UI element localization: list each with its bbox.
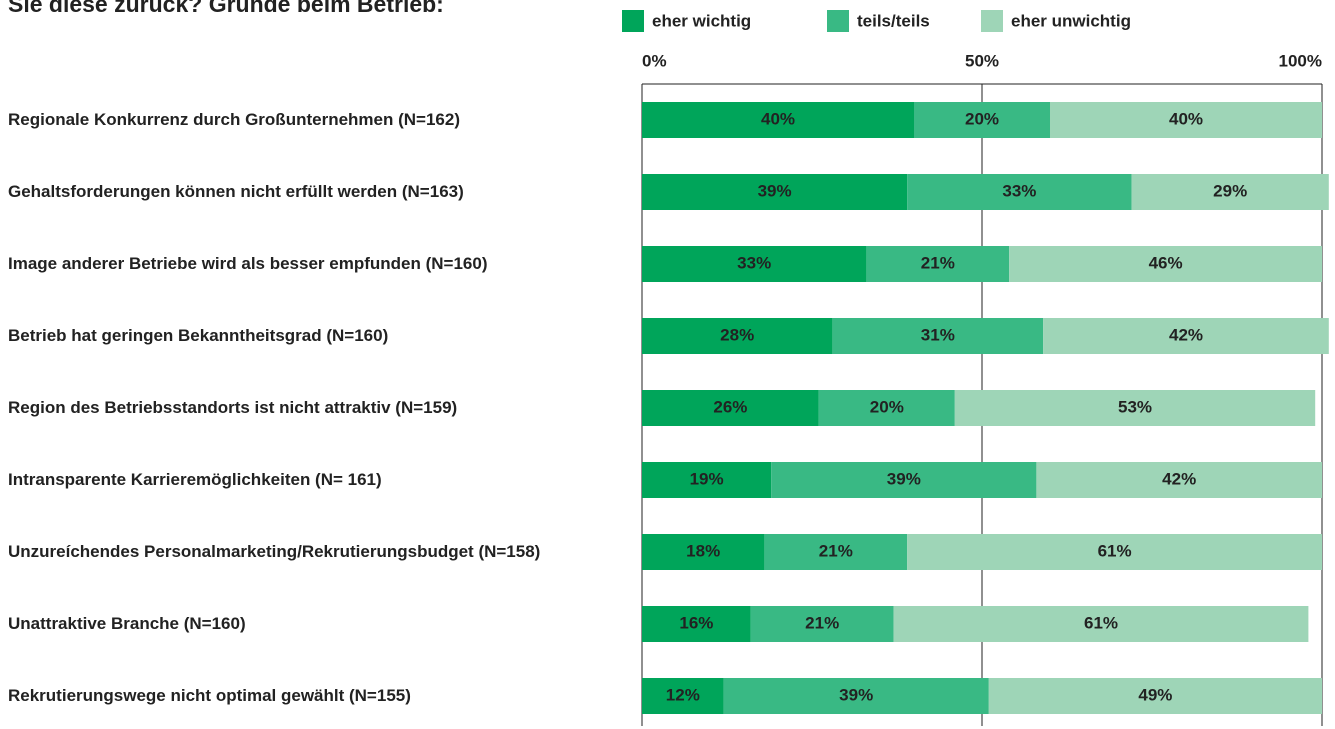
bar-segment [1131, 174, 1329, 210]
bar-segment [642, 246, 867, 282]
bar-segment [1050, 102, 1322, 138]
bar-segment [642, 606, 751, 642]
bar-segment [832, 318, 1044, 354]
value-label: 33% [737, 253, 771, 272]
bar-segment [866, 246, 1010, 282]
bar-segment [642, 174, 908, 210]
legend-swatch [981, 10, 1003, 32]
bar-segment [907, 174, 1132, 210]
value-label: 39% [839, 685, 873, 704]
value-label: 39% [887, 469, 921, 488]
category-label: Intransparente Karrieremöglichkeiten (N=… [8, 470, 382, 489]
legend-label: eher wichtig [652, 11, 751, 30]
value-label: 61% [1098, 541, 1132, 560]
value-label: 28% [720, 325, 754, 344]
value-label: 31% [921, 325, 955, 344]
category-label: Region des Betriebsstandorts ist nicht a… [8, 398, 458, 417]
bar-segment [954, 390, 1316, 426]
value-label: 42% [1162, 469, 1196, 488]
value-label: 20% [965, 109, 999, 128]
value-label: 12% [666, 685, 700, 704]
x-tick-label: 100% [1279, 51, 1322, 70]
bar-segment [642, 102, 914, 138]
bar-segment [642, 534, 765, 570]
value-label: 18% [686, 541, 720, 560]
value-label: 16% [679, 613, 713, 632]
value-label: 42% [1169, 325, 1203, 344]
legend-label: eher unwichtig [1011, 11, 1131, 30]
bar-segment [988, 678, 1322, 714]
bar-segment [1009, 246, 1322, 282]
value-label: 21% [921, 253, 955, 272]
x-tick-label: 50% [965, 51, 999, 70]
value-label: 19% [690, 469, 724, 488]
bar-segment [642, 318, 833, 354]
value-label: 21% [805, 613, 839, 632]
value-label: 33% [1002, 181, 1036, 200]
category-label: Unattraktive Branche (N=160) [8, 614, 246, 633]
legend-swatch [622, 10, 644, 32]
legend-label: teils/teils [857, 11, 930, 30]
value-label: 26% [713, 397, 747, 416]
value-label: 20% [870, 397, 904, 416]
value-label: 49% [1138, 685, 1172, 704]
chart-title: Sie diese zurück? Gründe beim Betrieb: [8, 0, 444, 17]
bar-segment [914, 102, 1050, 138]
category-label: Unzureíchendes Personalmarketing/Rekruti… [8, 542, 541, 561]
x-tick-label: 0% [642, 51, 667, 70]
category-label: Betrieb hat geringen Bekanntheitsgrad (N… [8, 326, 389, 345]
value-label: 39% [758, 181, 792, 200]
bar-segment [764, 534, 908, 570]
bar-segment [818, 390, 955, 426]
value-label: 61% [1084, 613, 1118, 632]
bar-segment [642, 390, 819, 426]
category-label: Rekrutierungswege nicht optimal gewählt … [8, 686, 411, 705]
value-label: 21% [819, 541, 853, 560]
bar-segment [723, 678, 989, 714]
value-label: 29% [1213, 181, 1247, 200]
bar-segment [750, 606, 894, 642]
value-label: 46% [1149, 253, 1183, 272]
category-label: Gehaltsforderungen können nicht erfüllt … [8, 182, 464, 201]
legend-swatch [827, 10, 849, 32]
bar-segment [771, 462, 1037, 498]
value-label: 53% [1118, 397, 1152, 416]
bar-segment [907, 534, 1322, 570]
category-label: Regionale Konkurrenz durch Großunternehm… [8, 110, 460, 129]
value-label: 40% [1169, 109, 1203, 128]
category-label: Image anderer Betriebe wird als besser e… [8, 254, 488, 273]
value-label: 40% [761, 109, 795, 128]
bar-segment [893, 606, 1309, 642]
bar-segment [642, 462, 772, 498]
bar-segment [1036, 462, 1322, 498]
bar-segment [1043, 318, 1329, 354]
bar-segment [642, 678, 724, 714]
